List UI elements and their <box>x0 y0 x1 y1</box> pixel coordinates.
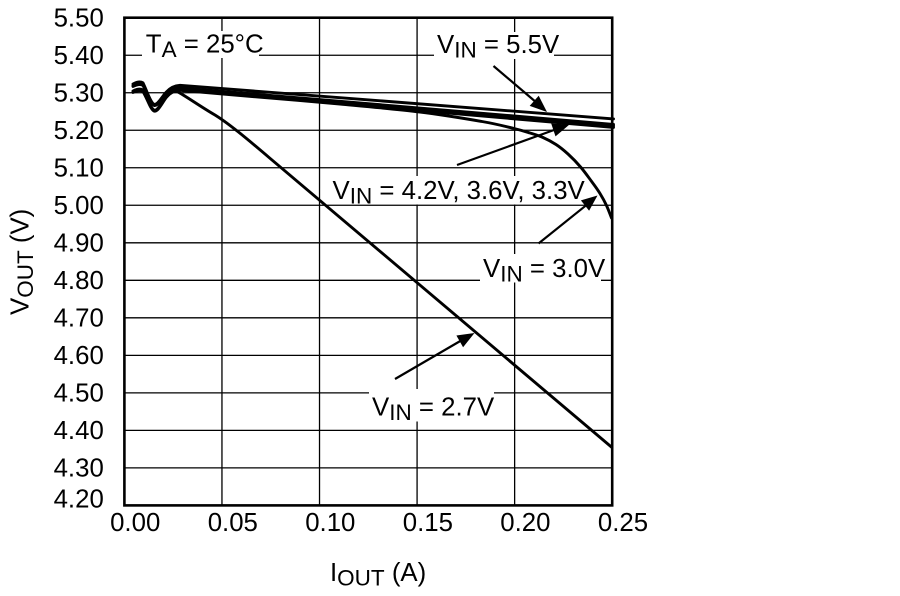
svg-text:0.05: 0.05 <box>208 509 258 537</box>
svg-text:4.40: 4.40 <box>54 417 104 445</box>
svg-text:0.25: 0.25 <box>598 509 648 537</box>
svg-text:IOUT (A): IOUT (A) <box>330 559 426 591</box>
svg-text:VIN = 4.2V, 3.6V, 3.3V: VIN = 4.2V, 3.6V, 3.3V <box>333 177 586 209</box>
svg-text:5.10: 5.10 <box>54 154 104 182</box>
svg-text:VIN = 3.0V: VIN = 3.0V <box>483 255 606 287</box>
svg-text:4.20: 4.20 <box>54 486 104 514</box>
svg-text:4.80: 4.80 <box>54 267 104 295</box>
svg-text:5.50: 5.50 <box>54 4 104 32</box>
svg-text:0.10: 0.10 <box>305 509 355 537</box>
svg-text:0.20: 0.20 <box>500 509 550 537</box>
svg-text:5.20: 5.20 <box>54 117 104 145</box>
svg-text:4.90: 4.90 <box>54 229 104 257</box>
svg-text:TA = 25°C: TA = 25°C <box>146 30 264 62</box>
svg-text:4.60: 4.60 <box>54 342 104 370</box>
svg-text:4.70: 4.70 <box>54 304 104 332</box>
svg-text:4.50: 4.50 <box>54 380 104 408</box>
svg-text:5.40: 5.40 <box>54 42 104 70</box>
svg-text:5.00: 5.00 <box>54 192 104 220</box>
svg-text:VOUT (V): VOUT (V) <box>7 209 39 315</box>
svg-text:0.00: 0.00 <box>110 509 160 537</box>
svg-text:5.30: 5.30 <box>54 79 104 107</box>
svg-text:4.30: 4.30 <box>54 455 104 483</box>
svg-text:0.15: 0.15 <box>403 509 453 537</box>
